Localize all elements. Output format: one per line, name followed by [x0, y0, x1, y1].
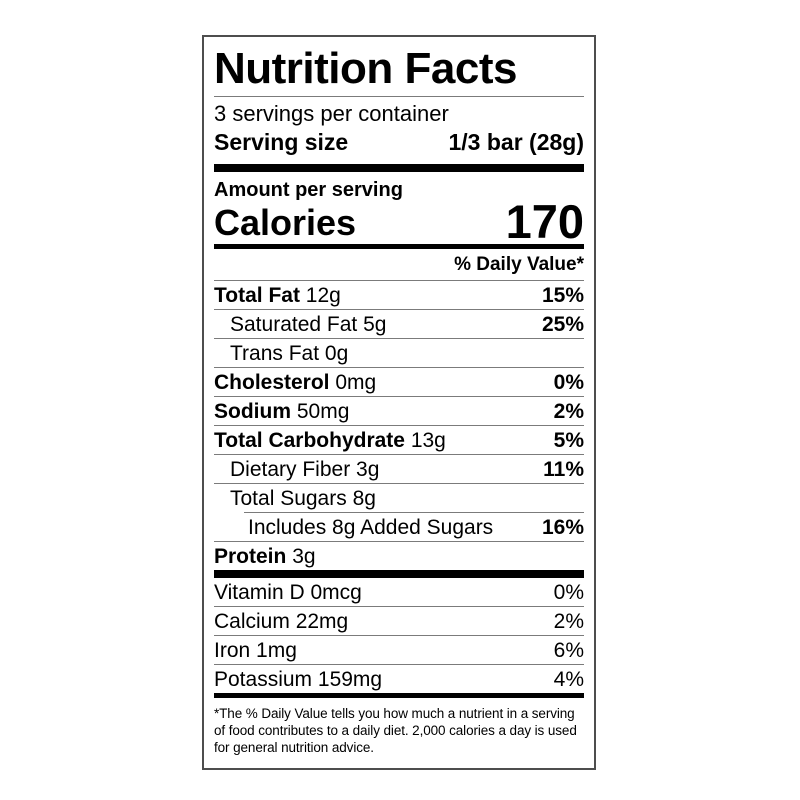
nutrient-amount: 12g	[305, 283, 341, 307]
calories-label: Calories	[214, 202, 357, 244]
nutrient-row: Total Sugars 8g	[214, 484, 584, 512]
row-divider	[214, 635, 584, 637]
nutrient-name: Dietary Fiber	[230, 457, 351, 481]
nutrient-row: Potassium 159mg 4%	[214, 665, 584, 693]
nutrient-name: Vitamin D	[214, 580, 305, 604]
calories-row: Calories 170	[214, 194, 584, 250]
row-divider	[214, 309, 584, 311]
nutrient-name: Potassium	[214, 667, 313, 691]
nutrient-daily-value: 11%	[543, 457, 584, 481]
nutrient-daily-value: 2%	[553, 399, 584, 423]
serving-size-value: 1/3 bar (28g)	[448, 128, 585, 155]
nutrient-row: Trans Fat 0g	[214, 339, 584, 367]
nutrient-daily-value: 5%	[553, 428, 584, 452]
nutrient-row: Dietary Fiber 3g 11%	[214, 455, 584, 483]
row-divider	[214, 541, 584, 543]
nutrient-name: Saturated Fat	[230, 312, 358, 336]
thick-divider-bar	[214, 163, 584, 172]
nutrient-amount: 8g	[352, 486, 376, 510]
nutrient-daily-value: 0%	[553, 370, 584, 394]
nutrient-amount: 159mg	[317, 667, 383, 691]
nutrient-daily-value: 0%	[553, 580, 584, 604]
nutrition-facts-label: Nutrition Facts 3 servings per container…	[202, 35, 596, 771]
micronutrient-rows: Vitamin D 0mcg 0% Calcium 22mg 2% Iron 1…	[214, 578, 584, 693]
nutrient-row: Total Carbohydrate 13g 5%	[214, 426, 584, 454]
nutrient-name: Sodium	[214, 399, 291, 423]
nutrient-name: Total Sugars	[230, 486, 347, 510]
medium-divider-bar	[214, 693, 584, 699]
nutrient-amount: 50mg	[296, 399, 350, 423]
nutrient-amount: 0mcg	[310, 580, 362, 604]
serving-size-row: Serving size 1/3 bar (28g)	[214, 127, 584, 164]
nutrient-row: Sodium 50mg 2%	[214, 397, 584, 425]
row-divider	[214, 483, 584, 485]
thick-divider-bar	[214, 570, 584, 579]
nutrient-daily-value: 15%	[541, 283, 584, 307]
nutrient-amount: 22mg	[295, 609, 349, 633]
nutrient-row: Protein 3g	[214, 542, 584, 570]
nutrient-amount: 1mg	[256, 638, 297, 662]
row-divider	[214, 425, 584, 427]
nutrient-name: Iron	[214, 638, 251, 662]
row-divider	[214, 454, 584, 456]
nutrient-daily-value: 2%	[553, 609, 584, 633]
nutrient-name: Includes 8g Added Sugars	[248, 515, 494, 539]
nutrient-amount: 13g	[410, 428, 446, 452]
row-divider	[214, 367, 584, 369]
nutrient-amount: 0g	[324, 341, 349, 365]
nutrient-row: Includes 8g Added Sugars 16%	[214, 513, 584, 541]
nutrient-name: Protein	[214, 544, 287, 568]
row-divider	[214, 338, 584, 340]
row-divider	[214, 606, 584, 608]
daily-value-header: % Daily Value*	[214, 249, 584, 282]
row-divider	[214, 664, 584, 666]
nutrient-row: Total Fat 12g 15%	[214, 281, 584, 309]
nutrient-amount: 0mg	[335, 370, 377, 394]
nutrient-row: Iron 1mg 6%	[214, 636, 584, 664]
nutrient-row: Vitamin D 0mcg 0%	[214, 578, 584, 606]
daily-value-footnote: *The % Daily Value tells you how much a …	[214, 706, 577, 756]
calories-value: 170	[505, 194, 584, 248]
nutrient-name: Total Carbohydrate	[214, 428, 405, 452]
nutrient-daily-value: 16%	[541, 515, 584, 539]
nutrient-amount: 3g	[292, 544, 316, 568]
nutrient-row: Saturated Fat 5g 25%	[214, 310, 584, 338]
servings-per-container: 3 servings per container	[214, 100, 449, 126]
row-divider	[214, 396, 584, 398]
nutrient-rows: Total Fat 12g 15% Saturated Fat 5g 25% T…	[214, 281, 584, 570]
amount-per-serving-label: Amount per serving	[214, 178, 403, 201]
nutrient-name: Trans Fat	[230, 341, 320, 365]
nutrient-row: Calcium 22mg 2%	[214, 607, 584, 635]
nutrient-daily-value: 6%	[553, 638, 584, 662]
label-title: Nutrition Facts	[214, 43, 584, 97]
nutrient-amount: 5g	[363, 312, 387, 336]
nutrient-name: Total Fat	[214, 283, 300, 307]
row-divider	[244, 512, 584, 514]
nutrient-name: Calcium	[214, 609, 290, 633]
nutrient-daily-value: 4%	[553, 667, 584, 691]
serving-size-label: Serving size	[214, 128, 349, 155]
nutrient-daily-value: 25%	[541, 312, 584, 336]
nutrient-amount: 3g	[356, 457, 380, 481]
nutrient-name: Cholesterol	[214, 370, 330, 394]
nutrient-row: Cholesterol 0mg 0%	[214, 368, 584, 396]
